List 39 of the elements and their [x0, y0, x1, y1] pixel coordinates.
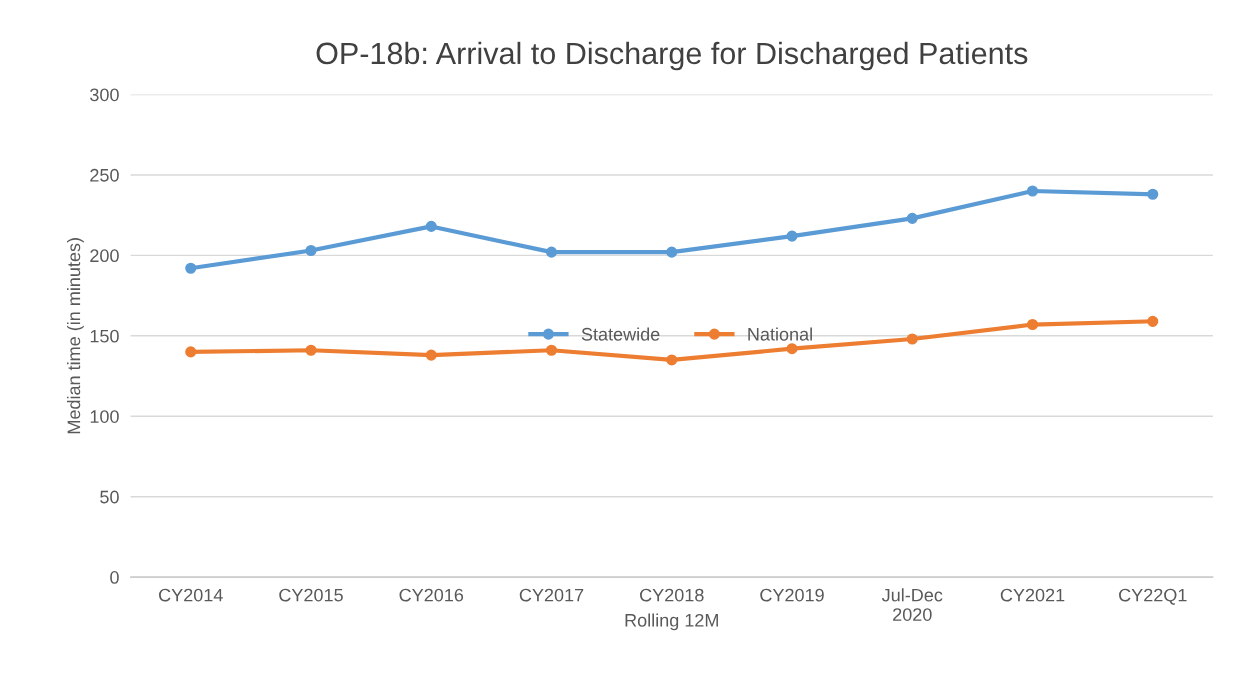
legend-label: Statewide — [581, 327, 660, 341]
point — [906, 212, 918, 224]
x-axis-title: Rolling 12M — [625, 613, 718, 631]
x-tick-label: CY2016 — [399, 588, 464, 602]
x-tick-label: CY2021 — [1000, 588, 1065, 602]
point — [545, 344, 558, 356]
point — [1147, 188, 1159, 200]
point — [786, 230, 798, 242]
y-tick-label: 50 — [100, 490, 119, 504]
x-tick-label: Jul-Dec 2020 — [881, 588, 943, 621]
point — [666, 246, 678, 258]
point — [425, 220, 437, 232]
y-tick-label: 0 — [110, 571, 119, 584]
point — [305, 344, 317, 356]
y-tick-label: 150 — [90, 329, 119, 343]
y-axis-title: Median time (in minutes) — [67, 238, 84, 434]
x-tick-label: CY2015 — [279, 588, 343, 602]
chart-title: OP-18b: Arrival to Discharge for Discharged Patients — [316, 41, 1028, 71]
y-tick-label: 200 — [90, 249, 119, 263]
y-tick-label: 250 — [90, 168, 119, 182]
point — [666, 354, 678, 366]
point — [906, 333, 918, 345]
x-tick-label: CY2014 — [159, 588, 223, 602]
point — [545, 246, 558, 258]
y-tick-label: 100 — [90, 410, 119, 423]
point — [1026, 185, 1039, 197]
point — [1026, 318, 1039, 331]
point — [185, 262, 197, 274]
point — [185, 346, 197, 358]
point — [425, 349, 437, 361]
point — [1147, 315, 1159, 327]
x-tick-label: CY22Q1 — [1119, 588, 1187, 605]
x-tick-label: CY2017 — [519, 588, 584, 602]
x-tick-label: CY2018 — [640, 588, 704, 602]
legend-label: National — [748, 327, 812, 341]
y-tick-label: 300 — [90, 88, 119, 102]
point — [786, 343, 798, 355]
point — [305, 244, 317, 257]
x-tick-label: CY2019 — [760, 588, 824, 602]
